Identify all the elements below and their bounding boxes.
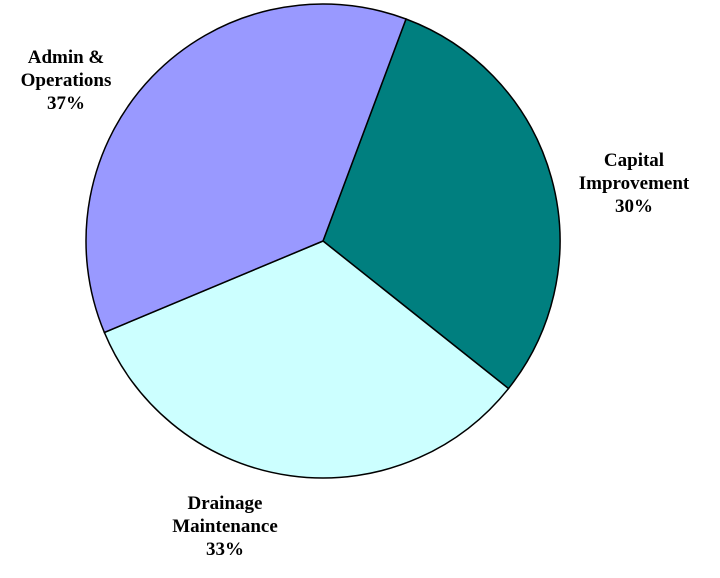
slice-percent-admin: 37%	[47, 93, 85, 114]
slice-percent-capital: 30%	[615, 196, 653, 217]
slice-label-admin: Admin & Operations 37%	[21, 47, 112, 114]
slice-name-line-drainage: Drainage	[188, 493, 263, 514]
pie-slices	[86, 4, 560, 478]
slice-name-line-admin: Admin &	[28, 47, 105, 68]
slice-name-line-capital: Capital	[604, 150, 664, 171]
slice-label-drainage: Drainage Maintenance 33%	[172, 493, 278, 560]
slice-percent-drainage: 33%	[206, 539, 244, 560]
slice-name-line-capital: Improvement	[579, 173, 690, 194]
slice-name-line-admin: Operations	[21, 70, 112, 91]
slice-label-capital: Capital Improvement 30%	[579, 150, 690, 217]
slice-name-line-drainage: Maintenance	[172, 516, 278, 537]
